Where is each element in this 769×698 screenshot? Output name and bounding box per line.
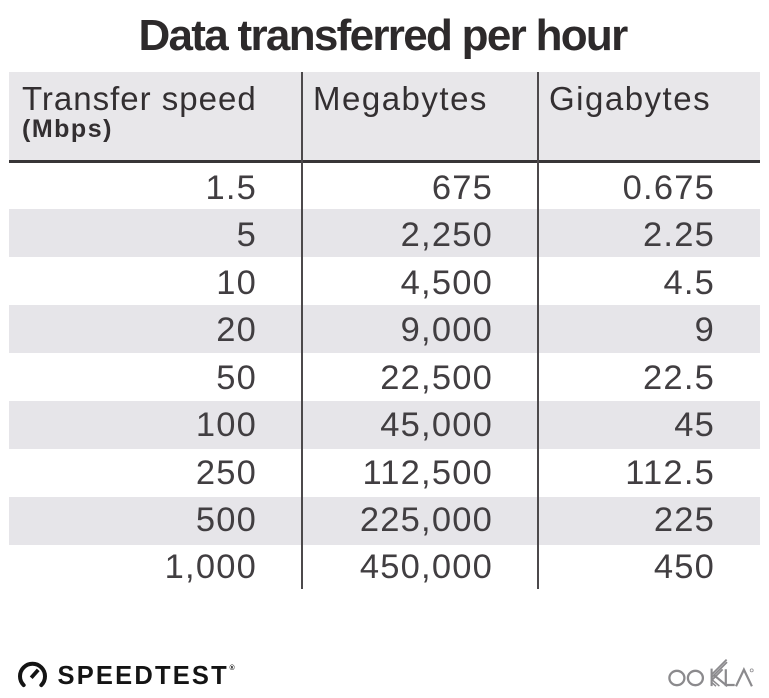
svg-text:®: ® [230, 664, 236, 672]
svg-text:SPEEDTEST: SPEEDTEST [58, 662, 229, 690]
